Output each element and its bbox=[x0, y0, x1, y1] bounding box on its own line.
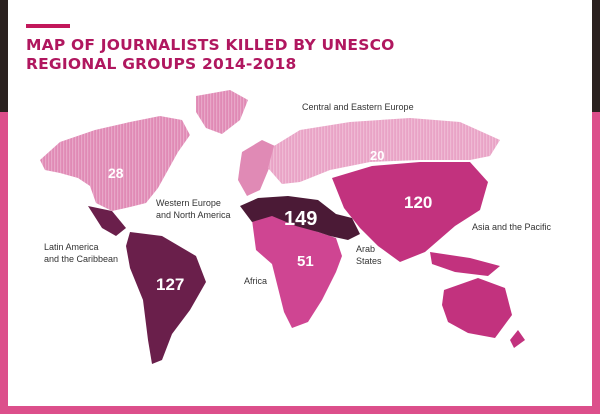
count-central-eastern-europe: 20 bbox=[370, 148, 384, 163]
region-africa bbox=[252, 214, 342, 328]
count-africa: 51 bbox=[297, 253, 314, 270]
label-western-europe-line2: and North America bbox=[156, 210, 231, 220]
count-western-europe-north-america: 28 bbox=[108, 165, 124, 181]
label-central-eastern-europe: Central and Eastern Europe bbox=[302, 102, 414, 112]
region-western-europe-north-america bbox=[40, 90, 275, 211]
region-central-eastern-europe bbox=[268, 118, 500, 184]
label-latin-america-line2: and the Caribbean bbox=[44, 254, 118, 264]
label-western-europe-line1: Western Europe bbox=[156, 198, 221, 208]
label-latin-america-line1: Latin America bbox=[44, 242, 99, 252]
map-title: MAP OF JOURNALISTS KILLED BY UNESCO REGI… bbox=[26, 36, 395, 73]
title-accent-line bbox=[26, 24, 70, 28]
count-asia-pacific: 120 bbox=[404, 193, 432, 212]
region-latin-america-caribbean bbox=[88, 206, 206, 364]
label-arab-states-line2: States bbox=[356, 256, 382, 266]
label-africa: Africa bbox=[244, 276, 267, 286]
count-latin-america-caribbean: 127 bbox=[156, 275, 184, 294]
label-arab-states-line1: Arab bbox=[356, 244, 375, 254]
region-asia-pacific bbox=[332, 162, 525, 348]
count-arab-states: 149 bbox=[284, 208, 317, 230]
label-asia-pacific: Asia and the Pacific bbox=[472, 222, 552, 232]
region-arab-states bbox=[240, 196, 360, 240]
